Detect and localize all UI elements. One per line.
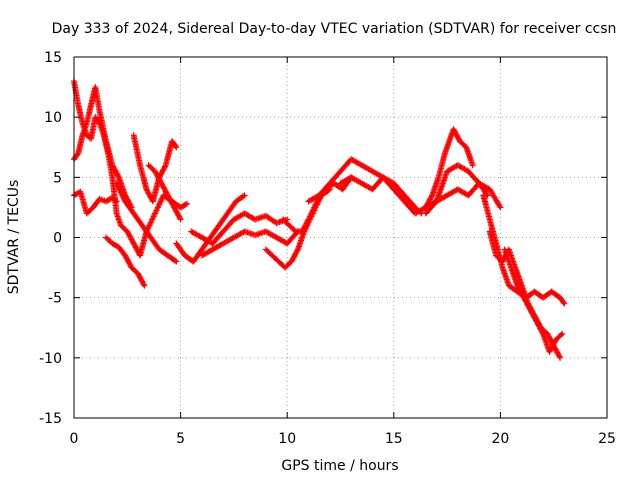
data-point [173, 258, 180, 265]
data-point [556, 353, 563, 360]
series-track-16 [422, 162, 491, 217]
y-tick-label: 5 [53, 170, 62, 186]
data-point [115, 172, 122, 179]
data-point [294, 247, 301, 254]
x-tick-label: 15 [385, 431, 403, 447]
series-track-11 [262, 186, 333, 271]
plot-frame [73, 56, 608, 419]
chart-title: Day 333 of 2024, Sidereal Day-to-day VTE… [52, 21, 617, 37]
data-point [557, 354, 564, 361]
series-track-4 [102, 234, 148, 289]
data-point [291, 227, 298, 234]
series-track-9 [188, 210, 291, 247]
data-point [557, 331, 564, 338]
data-point [140, 281, 147, 288]
series-track-6 [130, 132, 180, 205]
series-track-17 [422, 180, 504, 211]
data-point [176, 215, 183, 222]
data-points [71, 78, 568, 361]
series-track-15 [422, 126, 476, 211]
data-point [496, 203, 503, 210]
y-tick-labels: -15 -10 -5 0 5 10 15 [39, 50, 62, 427]
data-point [241, 192, 248, 199]
data-point [428, 193, 435, 200]
data-point [183, 200, 190, 207]
data-point [172, 143, 179, 150]
data-point [559, 330, 566, 337]
data-point [240, 193, 247, 200]
y-tick-label: -10 [39, 351, 62, 367]
data-point [172, 257, 179, 264]
data-point [74, 151, 81, 158]
data-point [182, 201, 189, 208]
data-point [469, 162, 476, 169]
grid [74, 57, 607, 418]
data-point [177, 216, 184, 223]
series-track-5 [113, 180, 180, 265]
data-point [539, 329, 546, 336]
y-tick-label: 10 [44, 110, 62, 126]
data-point [113, 198, 120, 205]
x-tick-labels: 0 5 10 15 20 25 [70, 431, 616, 447]
data-point [497, 204, 504, 211]
series-track-20 [501, 246, 566, 355]
x-tick-label: 10 [278, 431, 296, 447]
y-axis-label: SDTVAR / TECUs [6, 180, 22, 295]
y-tick-label: -15 [39, 411, 62, 427]
x-tick-label: 20 [491, 431, 509, 447]
series-track-3 [71, 188, 120, 217]
y-tick-label: -5 [48, 291, 62, 307]
data-point [141, 282, 148, 289]
series-track-7 [145, 162, 184, 223]
data-point [560, 299, 567, 306]
series-track-13 [305, 156, 425, 217]
x-tick-label: 0 [70, 431, 79, 447]
axis-ticks [73, 56, 608, 419]
y-tick-label: 15 [44, 50, 62, 66]
x-tick-label: 5 [176, 431, 185, 447]
data-point [161, 163, 168, 170]
data-point [173, 144, 180, 151]
x-axis-label: GPS time / hours [281, 458, 398, 474]
x-tick-label: 25 [598, 431, 616, 447]
series-track-14 [337, 174, 440, 217]
data-point [483, 191, 490, 198]
y-tick-label: 0 [53, 231, 62, 247]
data-point [561, 300, 568, 307]
series-track-8 [173, 192, 248, 265]
